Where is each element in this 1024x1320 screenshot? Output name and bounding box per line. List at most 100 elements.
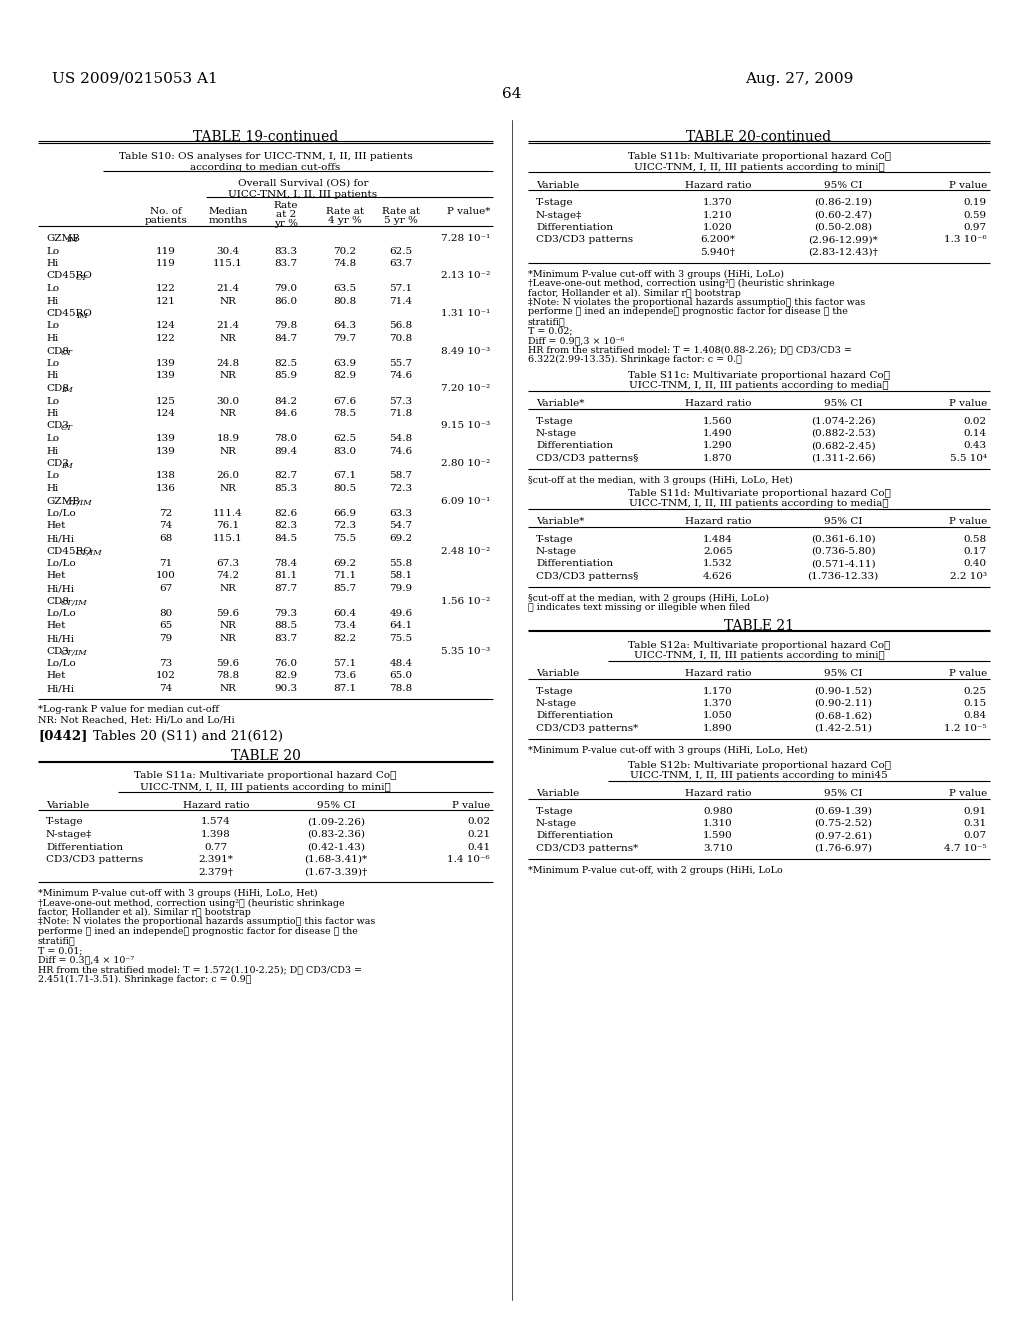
Text: 83.7: 83.7	[274, 259, 298, 268]
Text: UICC-TNM, I, II, III patients according to miniⓈ: UICC-TNM, I, II, III patients according …	[634, 652, 885, 660]
Text: Hazard ratio: Hazard ratio	[685, 789, 752, 799]
Text: 1.370: 1.370	[703, 198, 733, 207]
Text: Lo: Lo	[46, 322, 59, 330]
Text: 79.7: 79.7	[334, 334, 356, 343]
Text: 83.0: 83.0	[334, 446, 356, 455]
Text: 78.0: 78.0	[274, 434, 298, 444]
Text: 1.020: 1.020	[703, 223, 733, 232]
Text: 74.6: 74.6	[389, 371, 413, 380]
Text: 74: 74	[160, 684, 173, 693]
Text: 5.940†: 5.940†	[700, 248, 735, 257]
Text: 82.9: 82.9	[274, 672, 298, 681]
Text: Diff = 0.3Ⓢ,4 × 10⁻⁷: Diff = 0.3Ⓢ,4 × 10⁻⁷	[38, 956, 134, 965]
Text: 2.80 10⁻²: 2.80 10⁻²	[440, 459, 490, 469]
Text: N-stage: N-stage	[536, 429, 578, 438]
Text: (1.68-3.41)*: (1.68-3.41)*	[304, 855, 368, 865]
Text: Hi: Hi	[46, 259, 58, 268]
Text: N-stage: N-stage	[536, 818, 578, 828]
Text: UICC-TNM, I, II, III patients: UICC-TNM, I, II, III patients	[228, 190, 378, 199]
Text: Variable: Variable	[536, 789, 580, 799]
Text: 76.0: 76.0	[274, 659, 298, 668]
Text: 119: 119	[156, 259, 176, 268]
Text: 9.15 10⁻³: 9.15 10⁻³	[441, 421, 490, 430]
Text: 74.6: 74.6	[389, 446, 413, 455]
Text: 65: 65	[160, 622, 173, 631]
Text: Lo/Lo: Lo/Lo	[46, 558, 76, 568]
Text: Lo/Lo: Lo/Lo	[46, 609, 76, 618]
Text: 5.35 10⁻³: 5.35 10⁻³	[441, 647, 490, 656]
Text: (0.42-1.43): (0.42-1.43)	[307, 842, 365, 851]
Text: 59.6: 59.6	[216, 659, 240, 668]
Text: N-stage‡: N-stage‡	[536, 210, 583, 219]
Text: 72.3: 72.3	[389, 484, 413, 492]
Text: 1.370: 1.370	[703, 700, 733, 708]
Text: 119: 119	[156, 247, 176, 256]
Text: Het: Het	[46, 672, 66, 681]
Text: 85.3: 85.3	[274, 484, 298, 492]
Text: 6.200*: 6.200*	[700, 235, 735, 244]
Text: 67.3: 67.3	[216, 558, 240, 568]
Text: 2.2 10³: 2.2 10³	[950, 572, 987, 581]
Text: (0.69-1.39): (0.69-1.39)	[814, 807, 872, 816]
Text: (0.97-2.61): (0.97-2.61)	[814, 832, 872, 841]
Text: 122: 122	[156, 334, 176, 343]
Text: NR: NR	[219, 484, 237, 492]
Text: Overall Survival (OS) for: Overall Survival (OS) for	[238, 180, 369, 187]
Text: 82.5: 82.5	[274, 359, 298, 368]
Text: NR: NR	[219, 409, 237, 418]
Text: Lo: Lo	[46, 247, 59, 256]
Text: NR: NR	[219, 583, 237, 593]
Text: 122: 122	[156, 284, 176, 293]
Text: CD3: CD3	[46, 459, 69, 469]
Text: 84.7: 84.7	[274, 334, 298, 343]
Text: 78.8: 78.8	[216, 672, 240, 681]
Text: 80.8: 80.8	[334, 297, 356, 305]
Text: 0.84: 0.84	[964, 711, 987, 721]
Text: 0.43: 0.43	[964, 441, 987, 450]
Text: 111.4: 111.4	[213, 510, 243, 517]
Text: 73: 73	[160, 659, 173, 668]
Text: (2.83-12.43)†: (2.83-12.43)†	[808, 248, 878, 257]
Text: 18.9: 18.9	[216, 434, 240, 444]
Text: 69.2: 69.2	[389, 535, 413, 543]
Text: 136: 136	[156, 484, 176, 492]
Text: UICC-TNM, I, II, III patients according to miniⓈ: UICC-TNM, I, II, III patients according …	[140, 783, 391, 792]
Text: US 2009/0215053 A1: US 2009/0215053 A1	[52, 73, 218, 86]
Text: factor, Hollander et al). Similar rⓈ bootstrap: factor, Hollander et al). Similar rⓈ boo…	[528, 289, 741, 297]
Text: 3.710: 3.710	[703, 843, 733, 853]
Text: CD3/CD3 patterns*: CD3/CD3 patterns*	[536, 843, 638, 853]
Text: 84.6: 84.6	[274, 409, 298, 418]
Text: (0.68-1.62): (0.68-1.62)	[814, 711, 872, 721]
Text: 95% CI: 95% CI	[823, 517, 862, 527]
Text: NR: NR	[219, 371, 237, 380]
Text: 74: 74	[160, 521, 173, 531]
Text: CD3: CD3	[46, 647, 69, 656]
Text: (0.361-6.10): (0.361-6.10)	[811, 535, 876, 544]
Text: (0.90-2.11): (0.90-2.11)	[814, 700, 872, 708]
Text: 115.1: 115.1	[213, 535, 243, 543]
Text: 0.15: 0.15	[964, 700, 987, 708]
Text: 81.1: 81.1	[274, 572, 298, 581]
Text: 62.5: 62.5	[389, 247, 413, 256]
Text: 8.49 10⁻³: 8.49 10⁻³	[441, 346, 490, 355]
Text: 89.4: 89.4	[274, 446, 298, 455]
Text: 67.1: 67.1	[334, 471, 356, 480]
Text: CT/IM: CT/IM	[61, 599, 88, 607]
Text: (1.67-3.39)†: (1.67-3.39)†	[304, 867, 368, 876]
Text: 6.322(2.99-13.35). Shrinkage factor: c = 0.Ⓢ: 6.322(2.99-13.35). Shrinkage factor: c =…	[528, 355, 741, 364]
Text: months: months	[209, 216, 248, 224]
Text: CD3: CD3	[46, 421, 69, 430]
Text: 4.626: 4.626	[703, 572, 733, 581]
Text: UICC-TNM, I, II, III patients according to mediaⓈ: UICC-TNM, I, II, III patients according …	[629, 381, 889, 391]
Text: §cut-off at the median, with 3 groups (HiHi, LoLo, Het): §cut-off at the median, with 3 groups (H…	[528, 475, 793, 484]
Text: 79: 79	[160, 634, 173, 643]
Text: 73.6: 73.6	[334, 672, 356, 681]
Text: Hi: Hi	[46, 371, 58, 380]
Text: 58.7: 58.7	[389, 471, 413, 480]
Text: 56.8: 56.8	[389, 322, 413, 330]
Text: 0.02: 0.02	[467, 817, 490, 826]
Text: 95% CI: 95% CI	[823, 669, 862, 678]
Text: Diff = 0.9Ⓢ,3 × 10⁻⁶: Diff = 0.9Ⓢ,3 × 10⁻⁶	[528, 337, 625, 345]
Text: 0.14: 0.14	[964, 429, 987, 438]
Text: 0.980: 0.980	[703, 807, 733, 816]
